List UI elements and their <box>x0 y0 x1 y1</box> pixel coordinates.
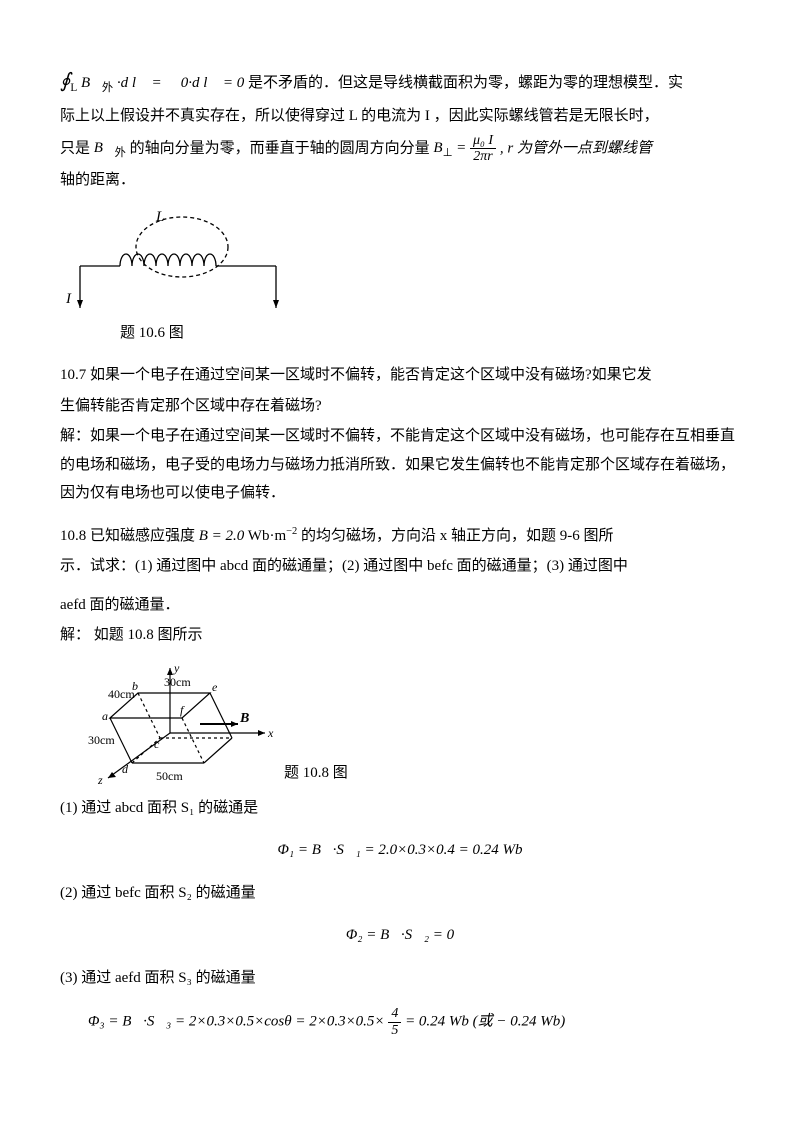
equation-phi2: Φ₂ = B⃗·S⃗₂ = 0 <box>60 921 740 950</box>
svg-text:x: x <box>267 726 274 740</box>
eq-text: Φ₁ = B⃗·S⃗₁ = 2.0×0.3×0.4 = 0.24 Wb <box>278 842 523 858</box>
svg-text:B: B <box>239 711 249 726</box>
denominator: 5 <box>388 1023 401 1038</box>
svg-text:e: e <box>212 680 218 694</box>
eq-text: ·d l⃗ = ∮ 0·d l⃗ = 0 <box>117 75 244 91</box>
B-sub: 外 <box>115 147 126 159</box>
svg-text:30cm: 30cm <box>164 675 191 689</box>
svg-text:a: a <box>102 709 108 723</box>
question-10-7-line1: 10.7 如果一个电子在通过空间某一区域时不偏转，能否肯定这个区域中没有磁场?如… <box>60 361 740 390</box>
figure-10-8: y x z B a b e f c d 30cm 40cm 30cm 50cm … <box>60 658 740 788</box>
B-vec: B⃗ <box>94 140 115 156</box>
fraction-4-5: 4 5 <box>388 1006 401 1038</box>
numerator: μ₀ I <box>470 133 496 149</box>
perp: ⊥ <box>443 147 453 159</box>
text: 的均匀磁场，方向沿 x 轴正方向，如题 9-6 图所 <box>301 528 614 544</box>
text: 只是 <box>60 140 94 156</box>
question-10-8-line1: 10.8 已知磁感应强度 B = 2.0 Wb·m−2 的均匀磁场，方向沿 x … <box>60 522 740 551</box>
text: 的轴向分量为零，而垂直于轴的圆周方向分量 <box>130 140 434 156</box>
unit-exp: −2 <box>286 526 297 537</box>
question-10-8-line3: aefd 面的磁通量． <box>60 591 740 620</box>
figure-10-6-caption: 题 10.6 图 <box>120 319 740 348</box>
B-value: B = 2.0 <box>199 528 245 544</box>
B: B <box>433 140 442 156</box>
svg-text:z: z <box>97 773 103 787</box>
label-L: L <box>155 209 164 225</box>
eq-text: Φ₂ = B⃗·S⃗₂ = 0 <box>346 927 454 943</box>
denominator: 2πr <box>470 149 496 164</box>
B-vec: B⃗ <box>77 75 102 91</box>
answer-10-7: 解：如果一个电子在通过空间某一区域时不偏转，不能肯定这个区域中没有磁场，也可能存… <box>60 422 740 508</box>
equation-phi3: Φ₃ = B⃗·S⃗₃ = 2×0.3×0.5×cosθ = 2×0.3×0.5… <box>88 1006 740 1038</box>
fraction-mu0I-2pir: μ₀ I 2πr <box>470 133 496 165</box>
svg-text:c: c <box>154 737 160 751</box>
svg-text:30cm: 30cm <box>88 733 115 747</box>
text: aefd 面的磁通量． <box>60 597 180 613</box>
unit: Wb·m <box>248 528 286 544</box>
paragraph-1: ∮L B⃗外 ·d l⃗ = ∮ 0·d l⃗ = 0 是不矛盾的．但这是导线横… <box>60 62 740 100</box>
svg-text:40cm: 40cm <box>108 687 135 701</box>
text: 是不矛盾的．但这是导线横截面积为零，螺距为零的理想模型．实 <box>248 75 683 91</box>
figure-10-8-caption: 题 10.8 图 <box>284 759 348 788</box>
figure-10-6: L I <box>60 203 740 313</box>
svg-text:d: d <box>122 762 129 776</box>
integral-symbol: ∮ <box>60 70 70 92</box>
label-I: I <box>65 291 72 307</box>
svg-text:y: y <box>173 661 180 675</box>
svg-text:50cm: 50cm <box>156 769 183 783</box>
B-sub: 外 <box>102 82 113 94</box>
text: , r 为管外一点到螺线管 <box>500 140 652 156</box>
text: 10.8 已知磁感应强度 <box>60 528 199 544</box>
paragraph-4: 轴的距离． <box>60 166 740 195</box>
question-10-8-line2: 示．试求：(1) 通过图中 abcd 面的磁通量；(2) 通过图中 befc 面… <box>60 552 740 581</box>
eq-text-a: Φ₃ = B⃗·S⃗₃ = 2×0.3×0.5×cosθ = 2×0.3×0.5… <box>88 1014 388 1030</box>
numerator: 4 <box>388 1006 401 1022</box>
svg-text:f: f <box>180 703 185 717</box>
part-2-heading: (2) 通过 befc 面积 S₂ 的磁通量 <box>60 879 740 908</box>
question-10-7-line2: 生偏转能否肯定那个区域中存在着磁场? <box>60 392 740 421</box>
eq-text-b: = 0.24 Wb (或 − 0.24 Wb) <box>405 1014 565 1030</box>
equation-phi1: Φ₁ = B⃗·S⃗₁ = 2.0×0.3×0.4 = 0.24 Wb <box>60 836 740 865</box>
paragraph-2: 际上以上假设并不真实存在，所以使得穿过 L 的电流为 I ，因此实际螺线管若是无… <box>60 102 740 131</box>
part-3-heading: (3) 通过 aefd 面积 S₃ 的磁通量 <box>60 964 740 993</box>
part-1-heading: (1) 通过 abcd 面积 S₁ 的磁通是 <box>60 794 740 823</box>
eq: = <box>452 140 470 156</box>
paragraph-3: 只是 B⃗外 的轴向分量为零，而垂直于轴的圆周方向分量 B⊥ = μ₀ I 2π… <box>60 133 740 165</box>
answer-10-8-intro: 解： 如题 10.8 图所示 <box>60 621 740 650</box>
